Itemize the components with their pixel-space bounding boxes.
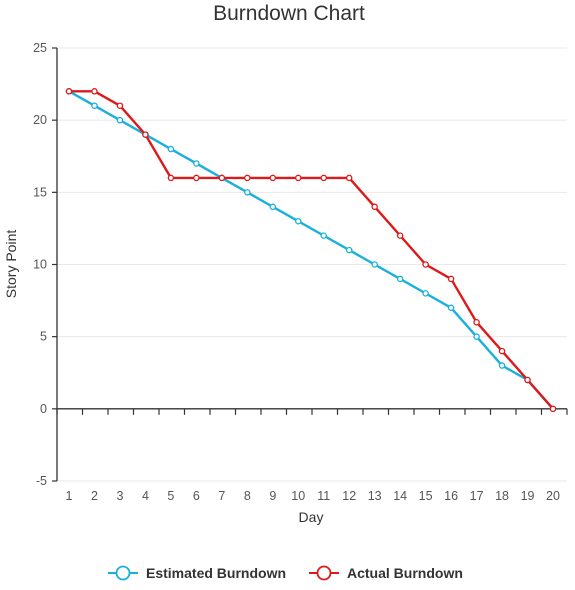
legend-marker <box>316 565 332 581</box>
data-point[interactable] <box>193 160 200 167</box>
data-point[interactable] <box>524 376 531 384</box>
x-tick-label: 1 <box>66 489 73 503</box>
data-point[interactable] <box>371 203 378 211</box>
y-tick-label: 0 <box>40 402 47 416</box>
legend-item-actual[interactable]: Actual Burndown <box>309 565 463 581</box>
data-point[interactable] <box>422 261 429 268</box>
y-tick-label: 10 <box>33 258 47 272</box>
y-tick-label: 25 <box>33 41 47 55</box>
x-tick-label: 16 <box>444 489 458 503</box>
data-point[interactable] <box>498 347 506 355</box>
x-tick-label: 12 <box>342 489 356 503</box>
data-point[interactable] <box>473 333 480 340</box>
series <box>65 88 557 413</box>
data-point[interactable] <box>244 174 251 182</box>
data-point[interactable] <box>167 174 175 182</box>
series-line <box>69 90 554 410</box>
x-tick-label: 10 <box>291 489 305 503</box>
data-point[interactable] <box>447 304 455 312</box>
data-point[interactable] <box>371 261 378 268</box>
data-point[interactable] <box>320 232 327 239</box>
data-point[interactable] <box>320 174 327 182</box>
x-tick-label: 15 <box>419 489 433 503</box>
data-point[interactable] <box>396 275 404 283</box>
data-point[interactable] <box>269 203 277 211</box>
data-point[interactable] <box>91 102 98 109</box>
y-tick-label: 15 <box>33 185 47 199</box>
data-point[interactable] <box>116 102 124 109</box>
x-tick-label: 11 <box>317 489 330 503</box>
x-tick-label: 4 <box>142 489 149 503</box>
x-tick-label: 14 <box>393 489 407 503</box>
data-point[interactable] <box>244 189 251 196</box>
x-tick-label: 13 <box>368 489 382 503</box>
data-point[interactable] <box>447 275 455 283</box>
x-tick-label: 9 <box>269 489 276 503</box>
x-tick-label: 7 <box>218 489 225 503</box>
data-point[interactable] <box>295 217 302 225</box>
data-point[interactable] <box>91 88 98 95</box>
legend-item-estimated[interactable]: Estimated Burndown <box>108 565 286 581</box>
legend-label: Estimated Burndown <box>146 565 286 581</box>
y-tick-label: 5 <box>40 330 47 344</box>
x-tick-label: 5 <box>167 489 174 503</box>
data-point[interactable] <box>142 131 149 138</box>
series-line <box>68 90 554 410</box>
grid <box>57 47 567 482</box>
data-point[interactable] <box>345 174 353 182</box>
series-estimated <box>65 88 557 413</box>
y-axis-title: Story Point <box>3 230 19 299</box>
x-tick-label: 18 <box>495 489 509 503</box>
x-tick-label: 8 <box>244 489 251 503</box>
data-point[interactable] <box>295 174 302 182</box>
data-point[interactable] <box>269 174 277 182</box>
data-point[interactable] <box>218 174 226 182</box>
x-tick-label: 3 <box>116 489 123 503</box>
data-point[interactable] <box>167 145 175 153</box>
chart-title: Burndown Chart <box>213 2 365 25</box>
data-point[interactable] <box>116 116 124 124</box>
data-point[interactable] <box>498 362 506 369</box>
series-actual <box>65 88 557 413</box>
x-axis-title: Day <box>299 509 324 525</box>
data-point[interactable] <box>549 405 557 413</box>
x-tick-label: 19 <box>521 489 535 503</box>
x-tick-label: 6 <box>193 489 200 503</box>
data-point[interactable] <box>422 290 429 297</box>
x-tick-label: 17 <box>470 489 484 503</box>
data-point[interactable] <box>65 88 73 95</box>
y-tick-label: 20 <box>33 113 47 127</box>
x-tick-label: 2 <box>91 489 98 503</box>
data-point[interactable] <box>193 174 200 182</box>
legend: Estimated Burndown Actual Burndown <box>108 565 463 581</box>
legend-marker <box>115 565 131 581</box>
legend-label: Actual Burndown <box>347 565 463 581</box>
data-point[interactable] <box>396 232 404 239</box>
y-tick-label: -5 <box>36 474 47 488</box>
data-point[interactable] <box>473 318 480 326</box>
data-point[interactable] <box>345 246 353 254</box>
x-tick-label: 20 <box>546 489 560 503</box>
